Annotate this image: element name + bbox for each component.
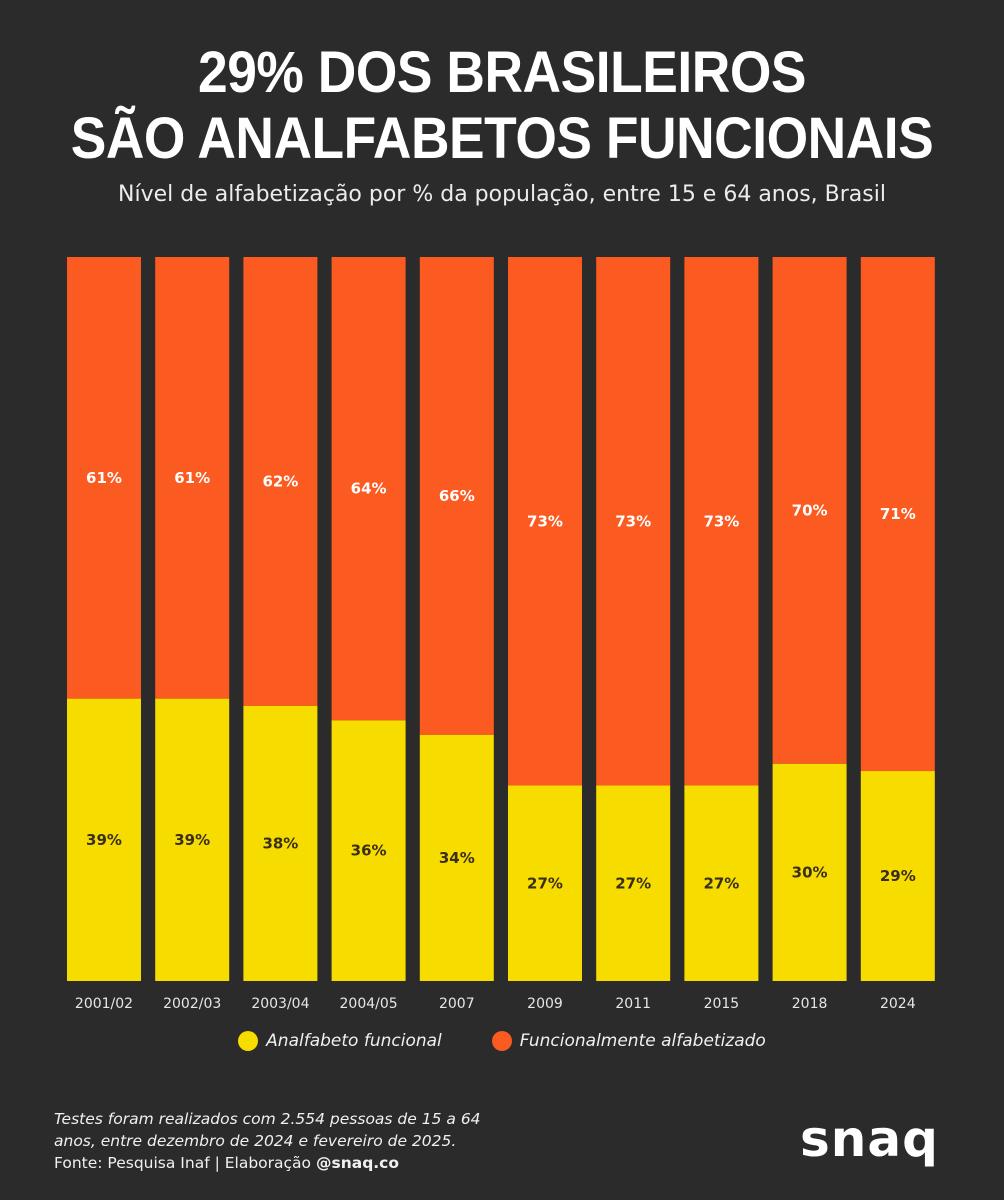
chart-title: 29% DOS BRASILEIROS SÃO ANALFABETOS FUNC… <box>40 40 964 172</box>
chart-subtitle: Nível de alfabetização por % da populaçã… <box>118 182 886 207</box>
source-prefix: Fonte: Pesquisa Inaf | Elaboração <box>54 1154 316 1172</box>
bar-analfabeto-7 <box>684 785 759 981</box>
data-label-analfabeto-4: 34% <box>439 849 475 867</box>
data-label-alfabetizado-6: 73% <box>615 512 651 530</box>
data-label-analfabeto-9: 29% <box>880 867 916 885</box>
x-tick-label-0: 2001/02 <box>75 996 133 1012</box>
legend-dot-orange <box>491 1031 512 1051</box>
bar-alfabetizado-1 <box>155 257 230 699</box>
bar-analfabeto-5 <box>508 785 582 981</box>
data-label-alfabetizado-8: 70% <box>792 501 828 519</box>
bar-alfabetizado-6 <box>596 257 671 786</box>
bar-alfabetizado-9 <box>860 257 935 772</box>
bar-alfabetizado-5 <box>508 257 582 786</box>
bar-analfabeto-9 <box>860 771 935 981</box>
bar-analfabeto-3 <box>331 720 406 981</box>
data-label-alfabetizado-2: 62% <box>262 472 298 490</box>
chart-legend: Analfabeto funcional Funcionalmente alfa… <box>0 1031 1004 1051</box>
legend-label-analfabeto: Analfabeto funcional <box>266 1031 442 1051</box>
bar-alfabetizado-8 <box>772 257 847 764</box>
data-label-analfabeto-2: 38% <box>262 834 298 852</box>
data-label-analfabeto-0: 39% <box>86 831 122 849</box>
data-label-alfabetizado-4: 66% <box>439 487 475 505</box>
footnote-line-1: Testes foram realizados com 2.554 pessoa… <box>54 1110 481 1128</box>
stacked-bar-chart: 61% 39% 2001/02 61% 39% 2002/03 62% 38% 2003/04 6… <box>67 257 935 1012</box>
source-text: Fonte: Pesquisa Inaf | Elaboração @snaq.… <box>54 1154 399 1172</box>
data-label-alfabetizado-9: 71% <box>880 505 916 523</box>
title-line-1: 29% DOS BRASILEIROS <box>197 40 807 105</box>
bar-analfabeto-0 <box>67 698 141 981</box>
x-tick-label-1: 2002/03 <box>163 996 221 1012</box>
title-line-2: SÃO ANALFABETOS FUNCIONAIS <box>70 106 934 171</box>
legend-item-analfabeto: Analfabeto funcional <box>238 1031 442 1051</box>
bar-alfabetizado-0 <box>67 257 141 699</box>
data-label-alfabetizado-0: 61% <box>86 469 122 487</box>
legend-label-alfabetizado: Funcionalmente alfabetizado <box>519 1031 766 1051</box>
footnote: Testes foram realizados com 2.554 pessoa… <box>54 1108 614 1174</box>
bar-alfabetizado-4 <box>419 257 494 735</box>
bar-analfabeto-6 <box>596 785 671 981</box>
bar-analfabeto-4 <box>419 734 494 981</box>
bar-alfabetizado-2 <box>243 257 318 706</box>
bar-analfabeto-8 <box>772 763 847 981</box>
x-tick-label-3: 2004/05 <box>340 996 398 1012</box>
source-handle-link[interactable]: @snaq.co <box>315 1154 400 1172</box>
legend-item-alfabetizado: Funcionalmente alfabetizado <box>491 1031 766 1051</box>
data-label-analfabeto-1: 39% <box>174 831 210 849</box>
data-label-alfabetizado-7: 73% <box>703 512 739 530</box>
data-label-analfabeto-8: 30% <box>792 863 828 881</box>
bar-analfabeto-2 <box>243 705 318 981</box>
x-tick-label-4: 2007 <box>439 996 475 1012</box>
footnote-line-2: anos, entre dezembro de 2024 e fevereiro… <box>54 1132 457 1150</box>
data-label-analfabeto-3: 36% <box>351 842 387 860</box>
data-label-analfabeto-7: 27% <box>703 874 739 892</box>
x-tick-label-9: 2024 <box>880 996 916 1012</box>
data-label-analfabeto-5: 27% <box>527 874 563 892</box>
bar-analfabeto-1 <box>155 698 230 981</box>
bar-alfabetizado-7 <box>684 257 759 786</box>
legend-dot-yellow <box>238 1031 259 1051</box>
x-tick-label-6: 2011 <box>615 996 651 1012</box>
data-label-alfabetizado-1: 61% <box>174 469 210 487</box>
x-tick-label-2: 2003/04 <box>251 996 309 1012</box>
x-tick-label-5: 2009 <box>527 996 563 1012</box>
x-tick-label-7: 2015 <box>704 996 740 1012</box>
snaq-logo: snaq <box>800 1110 939 1168</box>
x-tick-label-8: 2018 <box>792 996 828 1012</box>
data-label-alfabetizado-3: 64% <box>351 480 387 498</box>
bar-alfabetizado-3 <box>331 257 406 721</box>
data-label-analfabeto-6: 27% <box>615 874 651 892</box>
data-label-alfabetizado-5: 73% <box>527 512 563 530</box>
